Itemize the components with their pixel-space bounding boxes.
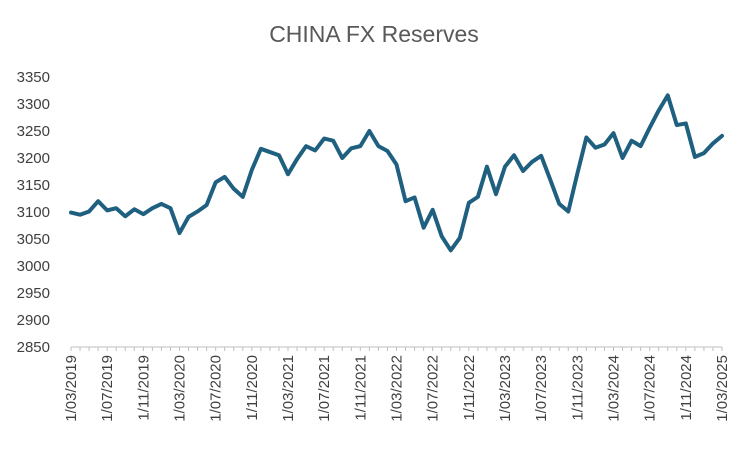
x-tick-label: 1/03/2024 bbox=[606, 355, 623, 422]
x-tick-label: 1/03/2019 bbox=[63, 355, 80, 422]
x-tick-label: 1/07/2021 bbox=[316, 355, 333, 422]
x-tick-label: 1/11/2022 bbox=[461, 355, 478, 421]
x-tick-label: 1/07/2022 bbox=[425, 355, 442, 422]
y-tick-label: 3300 bbox=[17, 96, 50, 113]
y-tick-label: 3000 bbox=[17, 258, 50, 275]
series-line-0 bbox=[69, 93, 724, 253]
series-layer bbox=[69, 93, 724, 253]
y-tick-label: 3100 bbox=[17, 204, 50, 221]
x-tick-label: 1/11/2024 bbox=[678, 355, 695, 421]
x-tick-label: 1/07/2024 bbox=[642, 355, 659, 422]
x-axis: 1/03/2019 1/07/2019 1/11/2019 1/03/2020 1/07… bbox=[63, 346, 731, 422]
chart-title: CHINA FX Reserves bbox=[269, 21, 479, 47]
x-tick-label: 1/03/2022 bbox=[389, 355, 406, 422]
x-tick-label: 1/11/2023 bbox=[569, 355, 586, 421]
y-tick-label: 3250 bbox=[17, 123, 50, 140]
x-tick-label: 1/03/2021 bbox=[280, 355, 297, 422]
y-tick-label: 3350 bbox=[17, 69, 50, 86]
x-tick-label: 1/11/2019 bbox=[135, 355, 152, 421]
x-tick-label: 1/03/2023 bbox=[497, 355, 514, 422]
x-tick-label: 1/07/2023 bbox=[533, 355, 550, 422]
y-axis: 2850 2900 2950 3000 3050 3100 3150 3200 3250 3300… bbox=[17, 69, 50, 356]
y-tick-label: 3200 bbox=[17, 150, 50, 167]
x-tick-label: 1/07/2020 bbox=[208, 355, 225, 422]
x-tick-label: 1/07/2019 bbox=[99, 355, 116, 422]
x-tick-label: 1/11/2021 bbox=[352, 355, 369, 421]
x-tick-label: 1/03/2020 bbox=[172, 355, 189, 422]
x-tick-label: 1/11/2020 bbox=[244, 355, 261, 421]
y-tick-label: 2850 bbox=[17, 339, 50, 356]
y-tick-label: 2900 bbox=[17, 312, 50, 329]
y-tick-label: 3150 bbox=[17, 177, 50, 194]
y-tick-label: 3050 bbox=[17, 231, 50, 248]
y-tick-label: 2950 bbox=[17, 285, 50, 302]
x-tick-label: 1/03/2025 bbox=[714, 355, 731, 422]
